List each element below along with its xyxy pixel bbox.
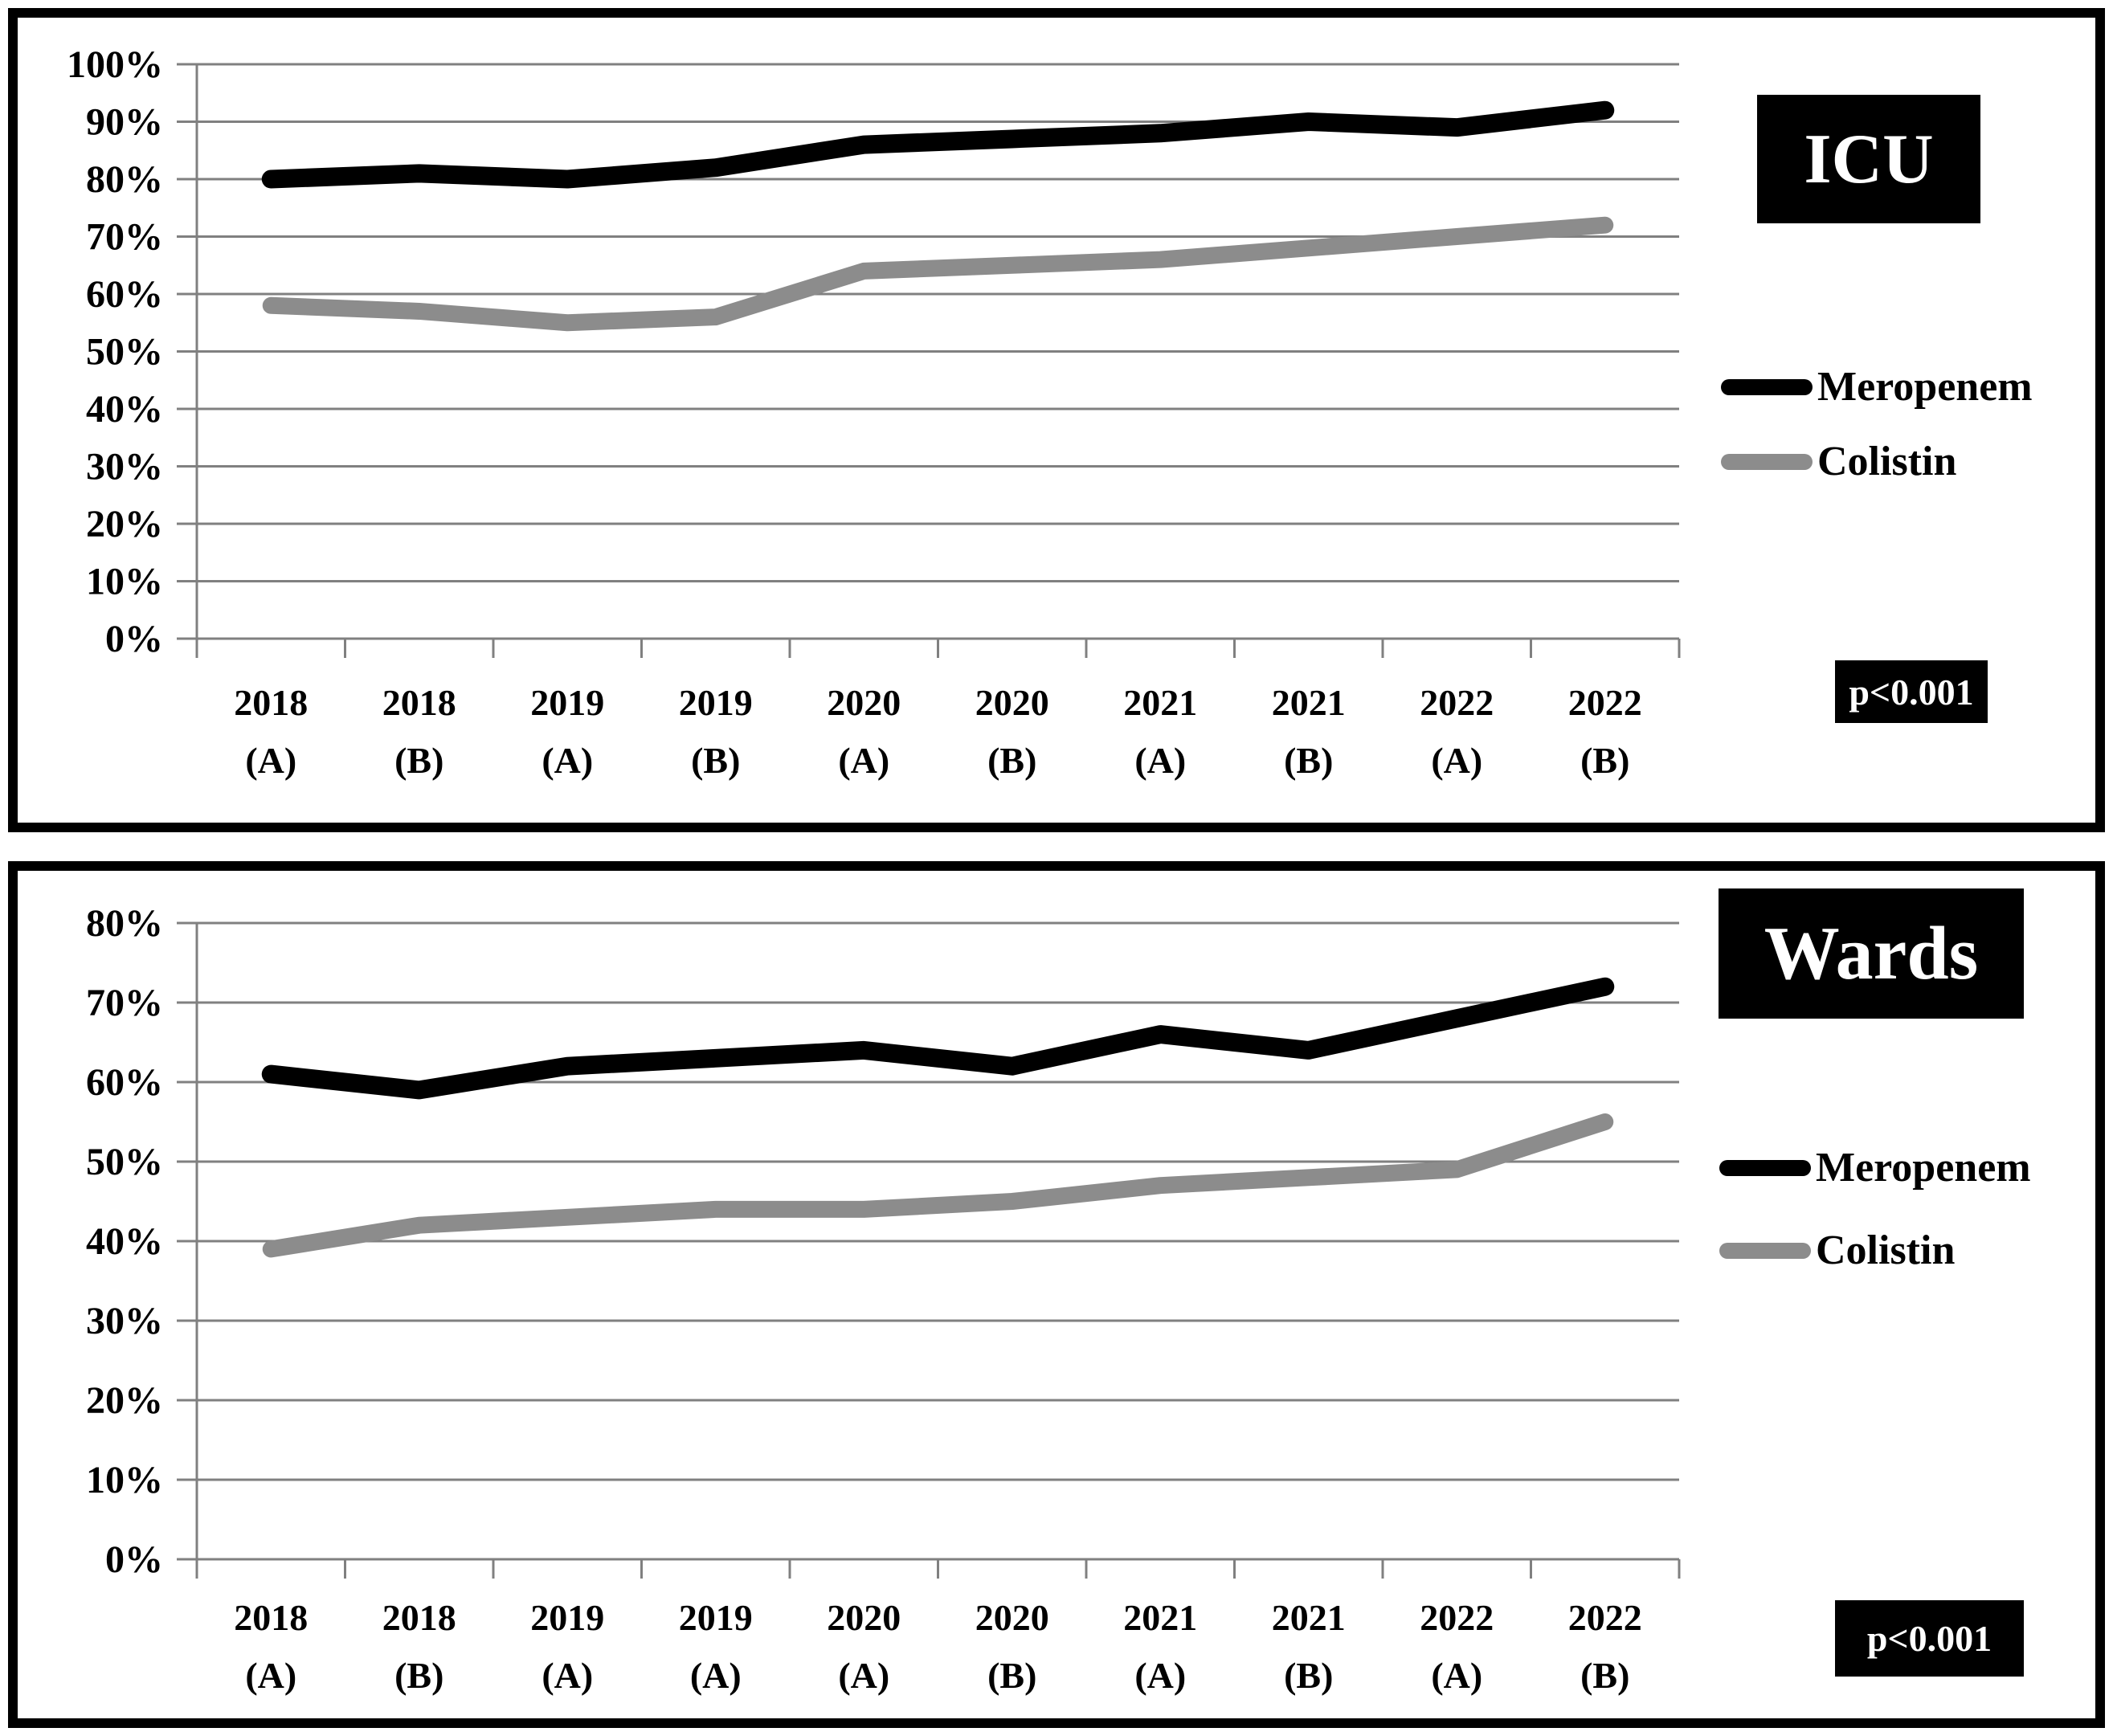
svg-text:(B): (B) bbox=[1284, 740, 1333, 781]
chart-title: ICU bbox=[1804, 120, 1934, 198]
svg-text:60%: 60% bbox=[86, 273, 163, 316]
legend-label-colistin: Colistin bbox=[1816, 1227, 1956, 1273]
p-value-text: p<0.001 bbox=[1866, 1618, 1992, 1659]
svg-text:2022: 2022 bbox=[1568, 682, 1642, 723]
p-value-badge: p<0.001 bbox=[1835, 660, 1988, 723]
wards-legend: Meropenem Colistin bbox=[1719, 1144, 2031, 1274]
svg-text:(A): (A) bbox=[1431, 740, 1482, 781]
legend-label-meropenem: Meropenem bbox=[1817, 364, 2033, 410]
svg-text:2020: 2020 bbox=[975, 1597, 1049, 1638]
svg-text:10%: 10% bbox=[86, 561, 163, 603]
svg-text:50%: 50% bbox=[86, 331, 163, 374]
icu-title-box: ICU bbox=[1757, 95, 1980, 223]
svg-text:40%: 40% bbox=[86, 388, 163, 431]
colistin-line-swatch bbox=[1721, 453, 1813, 470]
icu-legend: Meropenem Colistin bbox=[1721, 363, 2033, 485]
svg-text:20%: 20% bbox=[86, 1379, 163, 1422]
svg-text:70%: 70% bbox=[86, 982, 163, 1024]
wards-panel: 0% 10% 20% 30% 40% 50% 60% 70% 80% 2018 (A) 2018 (B)… bbox=[8, 861, 2105, 1728]
svg-text:20%: 20% bbox=[86, 503, 163, 545]
chart-title: Wards bbox=[1764, 912, 1979, 995]
svg-text:2020: 2020 bbox=[827, 682, 901, 723]
svg-text:70%: 70% bbox=[86, 216, 163, 259]
svg-text:50%: 50% bbox=[86, 1141, 163, 1183]
svg-text:(A): (A) bbox=[245, 1655, 296, 1696]
svg-text:2019: 2019 bbox=[530, 682, 604, 723]
svg-text:0%: 0% bbox=[105, 1538, 163, 1581]
svg-text:2018: 2018 bbox=[234, 1597, 308, 1638]
series-line-meropenem bbox=[261, 977, 1615, 1100]
svg-text:2021: 2021 bbox=[1272, 682, 1346, 723]
svg-text:(B): (B) bbox=[394, 740, 443, 781]
legend-label-colistin: Colistin bbox=[1817, 439, 1957, 484]
svg-text:2019: 2019 bbox=[679, 682, 753, 723]
svg-text:60%: 60% bbox=[86, 1061, 163, 1104]
legend-item-meropenem: Meropenem bbox=[1719, 1144, 2031, 1191]
svg-text:(A): (A) bbox=[838, 740, 889, 781]
svg-text:(B): (B) bbox=[987, 740, 1036, 781]
svg-text:(A): (A) bbox=[1134, 740, 1186, 781]
legend-label-meropenem: Meropenem bbox=[1816, 1145, 2031, 1191]
svg-text:(A): (A) bbox=[690, 1655, 742, 1696]
svg-text:2022: 2022 bbox=[1568, 1597, 1642, 1638]
svg-text:80%: 80% bbox=[86, 158, 163, 201]
svg-text:(A): (A) bbox=[245, 740, 296, 781]
meropenem-line-swatch bbox=[1721, 378, 1813, 395]
meropenem-line-swatch bbox=[1719, 1159, 1811, 1176]
svg-text:10%: 10% bbox=[86, 1459, 163, 1501]
svg-text:100%: 100% bbox=[67, 43, 163, 86]
p-value-badge: p<0.001 bbox=[1835, 1600, 2024, 1677]
svg-text:90%: 90% bbox=[86, 101, 163, 144]
svg-text:2018: 2018 bbox=[382, 682, 456, 723]
icu-panel: 0% 10% 20% 30% 40% 50% 60% 70% 80% 90% 100% 2018 (A)… bbox=[8, 8, 2105, 832]
svg-text:30%: 30% bbox=[86, 1300, 163, 1342]
svg-text:2021: 2021 bbox=[1272, 1597, 1346, 1638]
svg-text:(A): (A) bbox=[542, 740, 593, 781]
p-value-text: p<0.001 bbox=[1849, 671, 1974, 713]
svg-text:2019: 2019 bbox=[679, 1597, 753, 1638]
svg-text:(A): (A) bbox=[1134, 1655, 1186, 1696]
svg-text:30%: 30% bbox=[86, 446, 163, 488]
svg-text:(B): (B) bbox=[691, 740, 740, 781]
svg-text:2022: 2022 bbox=[1420, 682, 1494, 723]
svg-text:2018: 2018 bbox=[382, 1597, 456, 1638]
svg-text:40%: 40% bbox=[86, 1220, 163, 1263]
svg-text:80%: 80% bbox=[86, 902, 163, 945]
wards-title-box: Wards bbox=[1719, 888, 2024, 1019]
svg-text:(B): (B) bbox=[987, 1655, 1036, 1696]
series-line-colistin bbox=[262, 1113, 1614, 1258]
svg-text:2018: 2018 bbox=[234, 682, 308, 723]
svg-text:2019: 2019 bbox=[530, 1597, 604, 1638]
svg-text:2020: 2020 bbox=[975, 682, 1049, 723]
series-line-colistin bbox=[262, 216, 1614, 332]
svg-text:(B): (B) bbox=[1580, 740, 1629, 781]
svg-text:0%: 0% bbox=[105, 618, 163, 660]
svg-text:(B): (B) bbox=[1284, 1655, 1333, 1696]
icu-line-chart: 0% 10% 20% 30% 40% 50% 60% 70% 80% 90% 100% 2018 (A)… bbox=[67, 43, 1681, 781]
svg-text:2022: 2022 bbox=[1420, 1597, 1494, 1638]
legend-item-colistin: Colistin bbox=[1719, 1227, 2031, 1274]
colistin-line-swatch bbox=[1719, 1242, 1811, 1259]
series-line-meropenem bbox=[261, 100, 1615, 189]
svg-text:(B): (B) bbox=[1580, 1655, 1629, 1696]
svg-text:(A): (A) bbox=[1431, 1655, 1482, 1696]
svg-text:2021: 2021 bbox=[1123, 1597, 1197, 1638]
legend-item-colistin: Colistin bbox=[1721, 438, 2033, 485]
wards-line-chart: 0% 10% 20% 30% 40% 50% 60% 70% 80% 2018 (A) 2018 (B)… bbox=[86, 902, 1681, 1696]
svg-text:(B): (B) bbox=[394, 1655, 443, 1696]
svg-text:2021: 2021 bbox=[1123, 682, 1197, 723]
legend-item-meropenem: Meropenem bbox=[1721, 363, 2033, 411]
svg-text:(A): (A) bbox=[542, 1655, 593, 1696]
svg-text:2020: 2020 bbox=[827, 1597, 901, 1638]
svg-text:(A): (A) bbox=[838, 1655, 889, 1696]
